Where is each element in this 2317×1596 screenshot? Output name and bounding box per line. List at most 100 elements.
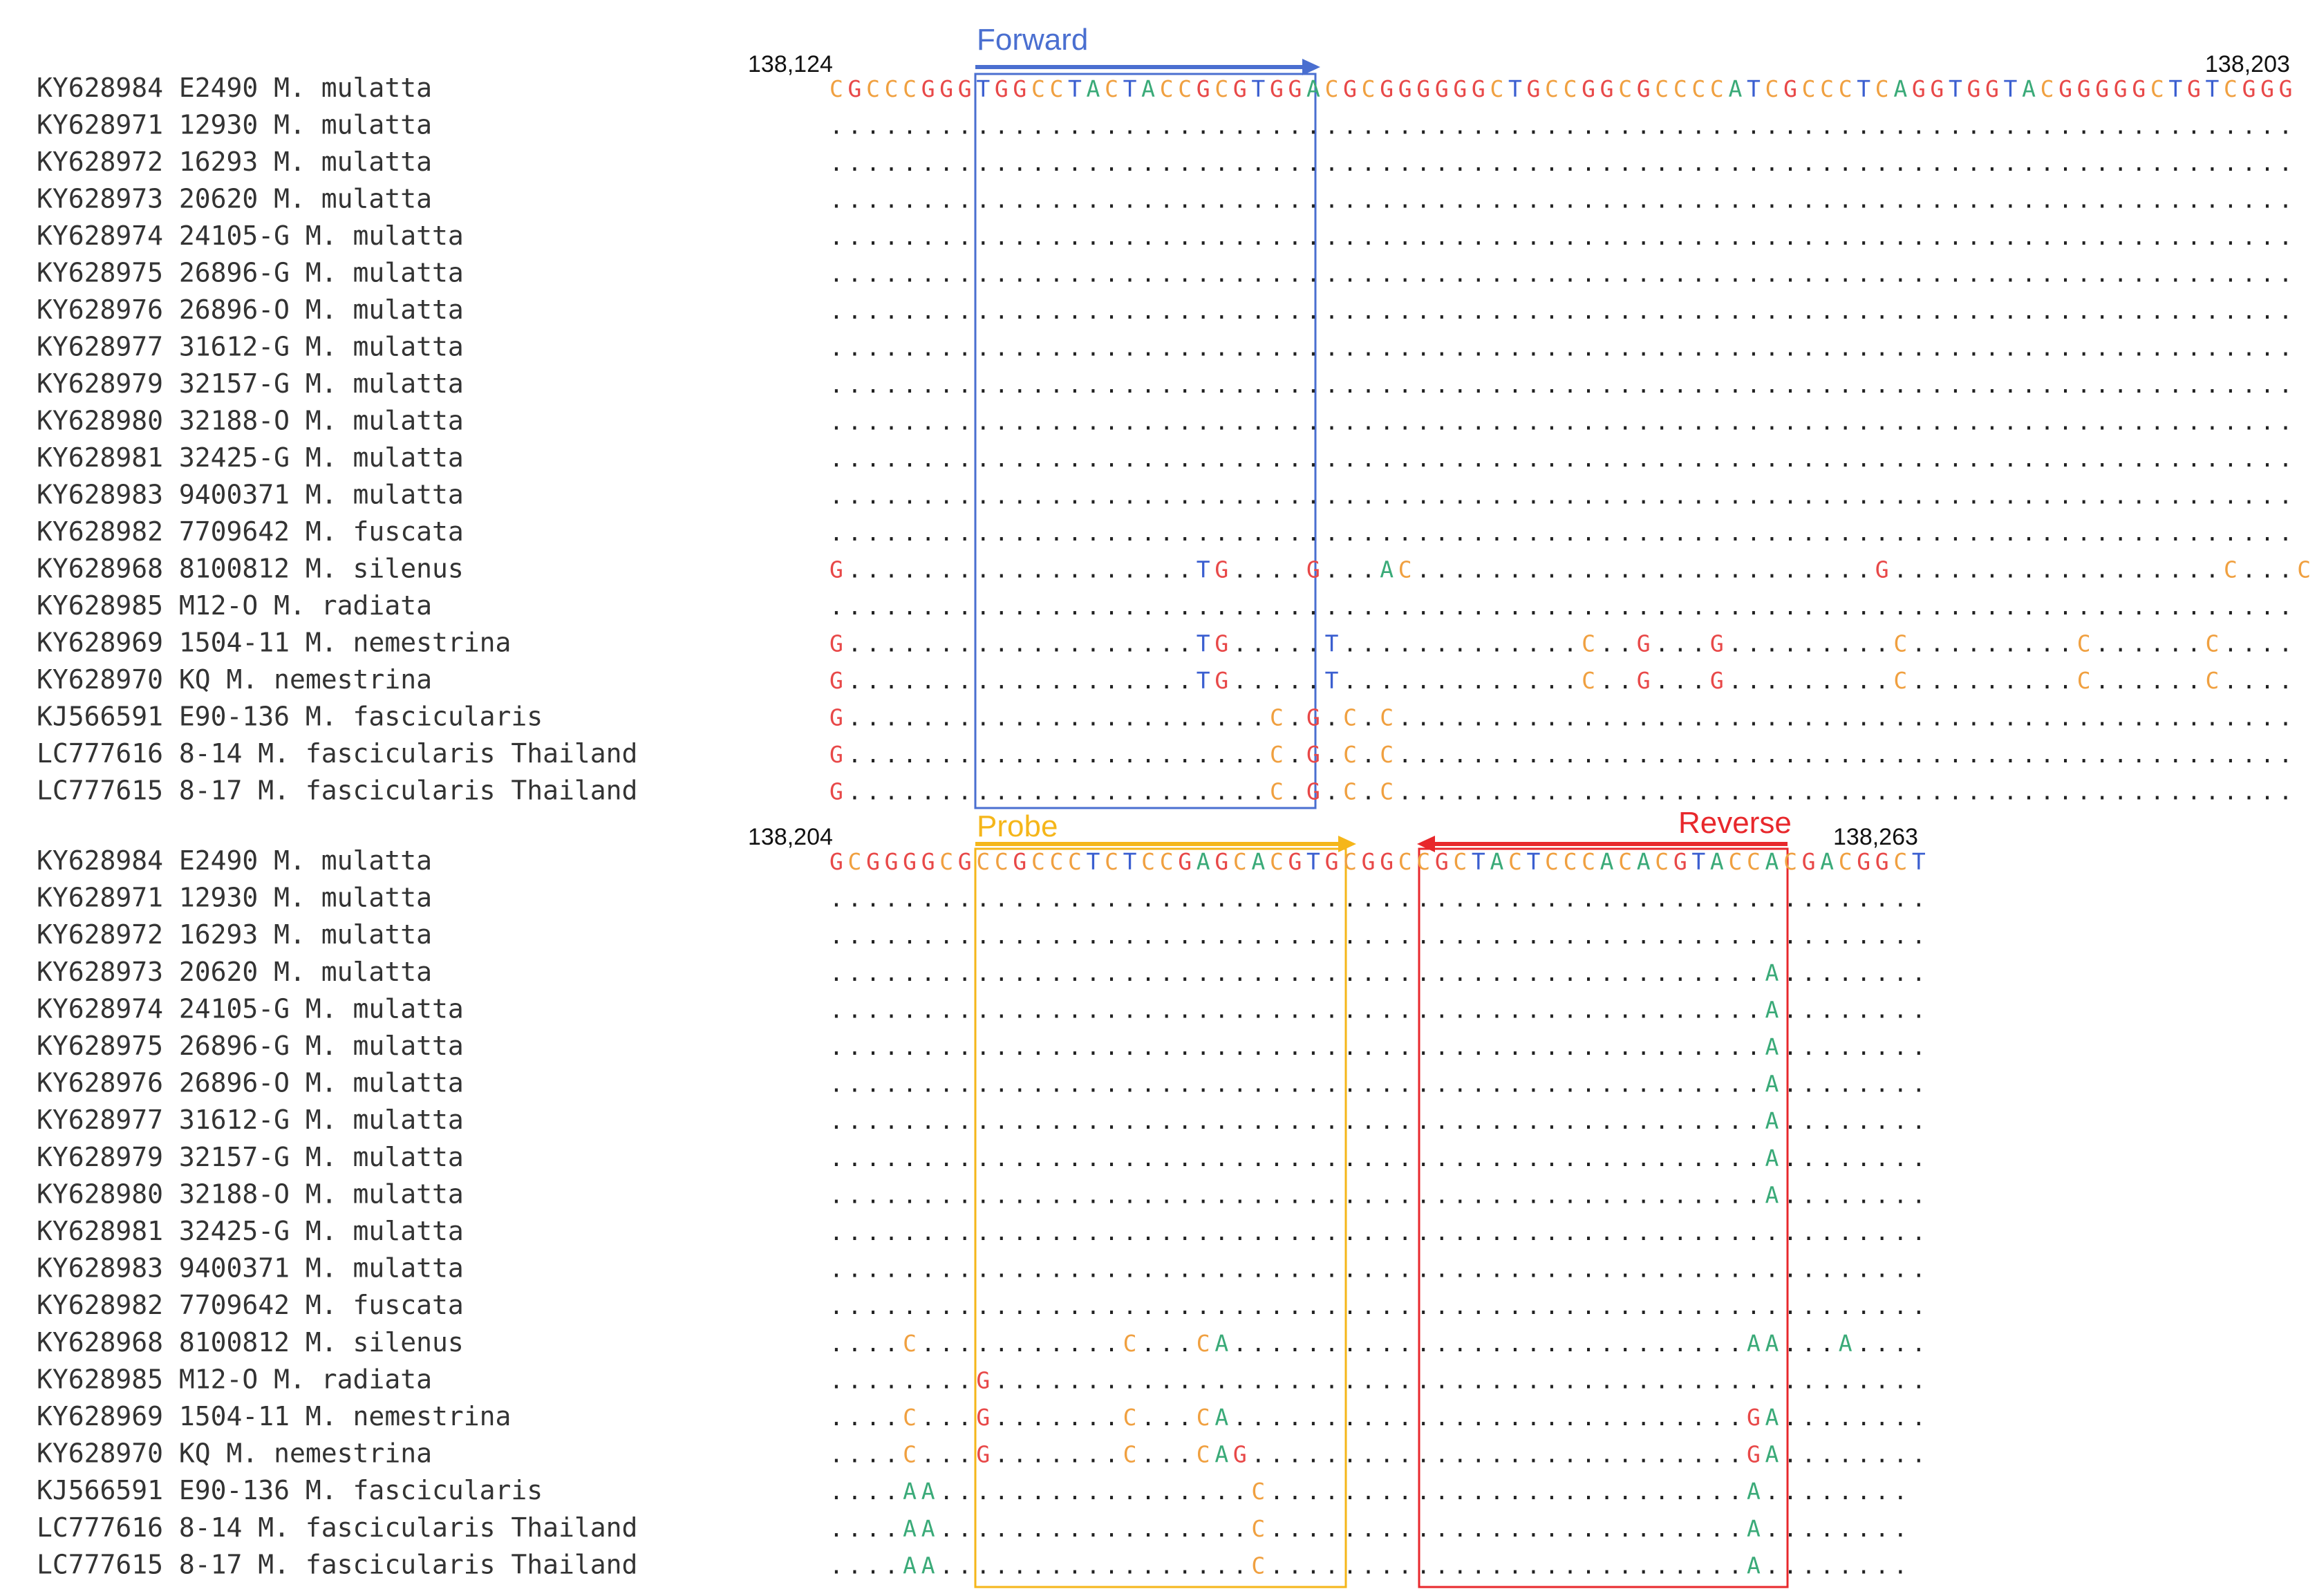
match-dots: ........................................… [829,996,1761,1023]
nucleotide: AA [1747,1330,1779,1357]
sequence-label: KY628982 7709642 M. fuscata [37,516,464,547]
nucleotide: C [2077,667,2091,694]
sequence-label: KY628975 26896-G M. mulatta [37,258,464,288]
nucleotide: G [1288,848,1302,875]
sequence-label: KY628979 32157-G M. mulatta [37,1142,464,1172]
nucleotide: A [2022,75,2036,102]
match-dots: ... [1325,556,1376,583]
nucleotide: T [976,75,990,102]
nucleotide: C [939,848,953,875]
nucleotide: A [1893,75,1907,102]
match-dots: . [1288,704,1302,731]
block2-end-coord: 138,263 [1833,824,1918,850]
nucleotide: A [1251,848,1265,875]
nucleotide: C [1380,704,1394,731]
aligned-sequence: ........................................… [829,261,2293,288]
nucleotide: C [1105,848,1118,875]
sequence-label: KY628968 8100812 M. silenus [37,1327,464,1358]
match-dots: . [1362,778,1376,805]
nucleotide: CC [1160,75,1192,102]
nucleotide: G [829,741,843,768]
nucleotide: A [1765,959,1779,986]
nucleotide: G [1783,75,1797,102]
match-dots: ........................................… [829,297,2293,324]
match-dots: ... [1655,630,1705,657]
nucleotide: GG [1857,848,1888,875]
nucleotide: A [1747,1478,1761,1505]
nucleotide: T [1123,75,1137,102]
nucleotide: T [1912,848,1926,875]
nucleotide: G [1214,848,1228,875]
nucleotide: G [976,1367,990,1393]
nucleotide: G [1637,667,1651,694]
nucleotide: A [1765,1145,1779,1172]
match-dots: ........ [1783,1404,1926,1431]
match-dots: . [1325,741,1339,768]
sequence-label: KY628976 26896-O M. mulatta [37,294,464,325]
aligned-sequence: .... C... G....... C... C A..................… [829,1404,1926,1431]
nucleotide: C [2206,667,2220,694]
match-dots: ... [1655,667,1705,694]
aligned-sequence: ........................................… [829,1107,1926,1134]
sequence-label: KY628972 16293 M. mulatta [37,147,432,177]
sequence-label: KY628973 20620 M. mulatta [37,957,432,987]
match-dots: ........ [1783,996,1926,1023]
nucleotide: T [1691,848,1705,875]
match-dots: ........ [1783,1107,1926,1134]
match-dots: ....................... [848,704,1266,731]
forward-primer-box [974,73,1317,809]
aligned-sequence: ........................................… [829,1145,1926,1172]
match-dots: ...... [2095,667,2201,694]
nucleotide: A [1214,1404,1228,1431]
match-dots: .... [829,1404,898,1431]
nucleotide: A [1765,1404,1779,1431]
sequence-label: KY628985 M12-O M. radiata [37,1364,432,1394]
match-dots: ......... [1728,630,1888,657]
nucleotide: C [2077,630,2091,657]
nucleotide: A [1214,1330,1228,1357]
sequence-label: KY628973 20620 M. mulatta [37,184,432,214]
nucleotide: A [1490,848,1503,875]
match-dots: . [1325,704,1339,731]
nucleotide: A [1380,556,1394,583]
match-dots: ........................................… [829,1033,1761,1060]
match-dots: ......... [1728,667,1888,694]
nucleotide: T [1472,848,1485,875]
nucleotide: A [1637,848,1651,875]
sequence-label: KY628982 7709642 M. fuscata [37,1290,464,1320]
sequence-label: KY628980 32188-O M. mulatta [37,406,464,436]
match-dots: ... [921,1441,972,1468]
nucleotide: G [1306,741,1320,768]
nucleotide: C [1214,75,1228,102]
aligned-sequence: .... AA................. C................… [829,1515,1907,1542]
aligned-sequence: ........................................… [829,409,2293,435]
match-dots: ........................................… [829,261,2293,288]
nucleotide: C [1343,704,1357,731]
aligned-sequence: ........................................… [829,519,2293,546]
sequence-label: KY628970 KQ M. nemestrina [37,664,432,695]
aligned-sequence: .... AA................. C................… [829,1478,1907,1505]
match-dots: ........................................… [829,1071,1761,1098]
nucleotide: A [1765,1071,1779,1098]
nucleotide: G [976,1404,990,1431]
nucleotide: G [1214,556,1228,583]
match-dots: .... [829,1441,898,1468]
aligned-sequence: ........................................… [829,593,2293,620]
reference-sequence: C G CCC GGG T GG CC T A C T A CC G C G T GG A C G C GGGGGG C T G C… [829,75,2293,102]
aligned-sequence: ........................................… [829,149,2293,176]
sequence-label: KY628974 24105-G M. mulatta [37,993,464,1024]
nucleotide: C [2206,630,2220,657]
nucleotide: T [1325,630,1339,657]
nucleotide: GGGGG [2058,75,2146,102]
match-dots: .......................... [1270,1478,1742,1505]
aligned-sequence: ........................................… [829,482,2293,509]
sequence-label: LC777615 8-17 M. fascicularis Thailand [37,1549,637,1579]
nucleotide: G [1673,848,1687,875]
nucleotide: T [1325,667,1339,694]
nucleotide: A [1765,996,1779,1023]
nucleotide: G [976,1441,990,1468]
aligned-sequence: .... AA................. C................… [829,1552,1907,1579]
nucleotide: C [1362,75,1376,102]
nucleotide: A [1306,75,1320,102]
